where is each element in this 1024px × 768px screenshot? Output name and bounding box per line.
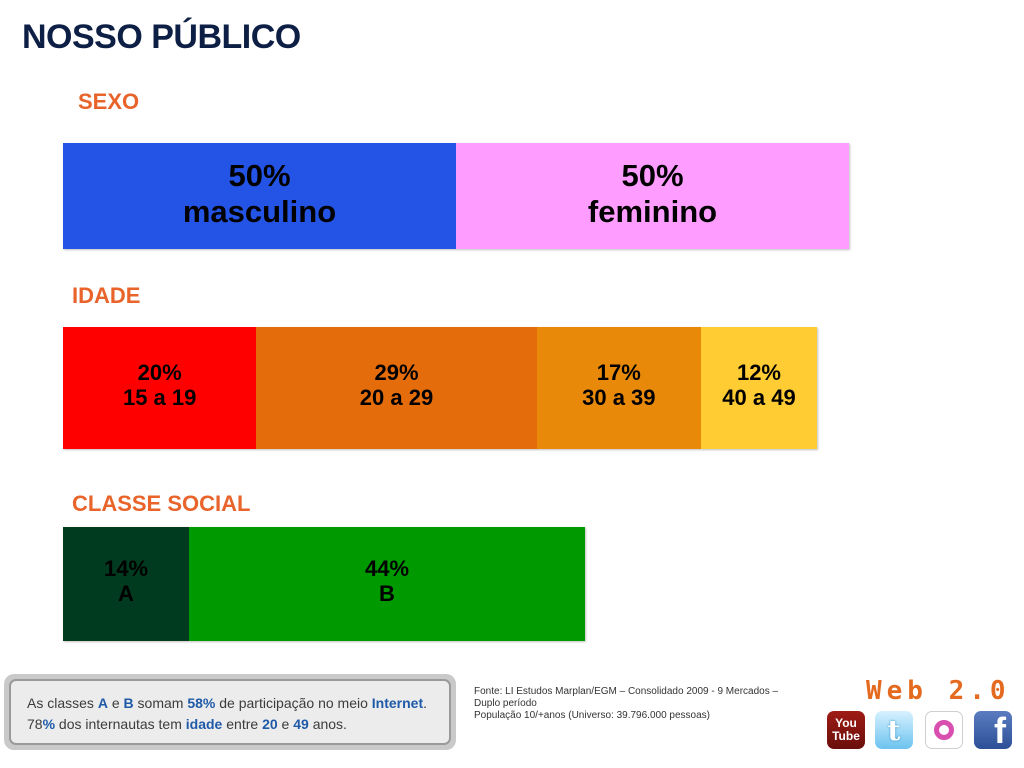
callout-highlight: idade [185,716,223,732]
callout-highlight: B [123,695,134,711]
source-line-1: Fonte: LI Estudos Marplan/EGM – Consolid… [474,686,779,709]
web-2-0-logo: Web 2.0 [866,676,1011,706]
callout-text: e [277,716,294,732]
chart-idade: 20% 15 a 19 29% 20 a 29 17% 30 a 39 12% 40 a 49 [63,327,817,449]
source-line-2: População 10/+anos (Universo: 39.796.000… [474,710,710,721]
segment-value-label: 50% [228,158,291,193]
facebook-icon[interactable]: f [974,711,1012,749]
section-label-classe-social: CLASSE SOCIAL [72,491,251,516]
callout-highlight: % [42,716,56,732]
segment-category-label: 30 a 39 [582,385,656,411]
youtube-icon-text: Tube [832,729,860,743]
segment-value-label: 29% [374,360,419,385]
bar-segment: 50% masculino [63,143,456,249]
segment-value-label: 12% [736,360,781,385]
youtube-icon-text: You [835,716,857,730]
summary-line-1: As classes A e B somam 58% de participaç… [27,693,439,714]
bar-segment: 17% 30 a 39 [536,327,701,449]
summary-line-2: 78% dos internautas tem idade entre 20 e… [27,714,439,735]
segment-category-label: A [118,581,134,607]
chart-sexo: 50% masculino 50% feminino [63,143,849,249]
summary-callout: As classes A e B somam 58% de participaç… [4,674,456,750]
callout-text: de participação no meio [215,695,372,711]
segment-category-label: 40 a 49 [722,385,796,411]
orkut-ring [934,720,954,740]
segment-category-label: 15 a 19 [122,385,197,411]
segment-category-label: masculino [182,193,337,229]
bar-segment: 29% 20 a 29 [256,327,537,449]
bar-segment: 14% A [63,527,189,641]
section-label-sexo: SEXO [78,89,140,114]
segment-value-label: 44% [364,556,410,581]
orkut-icon[interactable] [925,711,963,749]
twitter-icon[interactable]: t [875,711,913,749]
source-note: Fonte: LI Estudos Marplan/EGM – Consolid… [474,686,794,722]
callout-text: 78 [27,716,43,732]
callout-text: somam [133,695,188,711]
callout-highlight: 9 [301,716,309,732]
page-title: NOSSO PÚBLICO [22,18,301,56]
facebook-icon-glyph: f [994,711,1006,749]
chart-classe-social: 14% A 44% B [63,527,585,641]
bar-segment: 44% B [189,527,585,641]
segment-value-label: 14% [103,556,149,581]
callout-highlight: Internet [371,695,424,711]
segment-value-label: 50% [621,158,684,193]
callout-highlight: 20 [262,716,278,732]
summary-callout-text: As classes A e B somam 58% de participaç… [9,679,451,745]
callout-text: . [423,695,428,711]
bar-segment: 12% 40 a 49 [700,327,817,449]
callout-text: anos. [308,716,347,732]
callout-text: As classes [27,695,98,711]
callout-highlight: 58% [187,695,216,711]
section-label-idade: IDADE [72,283,141,308]
youtube-icon[interactable]: You Tube [827,711,865,749]
callout-highlight: A [97,695,108,711]
callout-text: e [107,695,124,711]
callout-text: dos internautas tem [55,716,186,732]
callout-highlight: 4 [293,716,302,732]
segment-category-label: B [379,581,395,607]
segment-category-label: 20 a 29 [359,385,434,411]
twitter-icon-glyph: t [887,713,901,747]
segment-value-label: 20% [137,360,182,385]
callout-text: entre [222,716,263,732]
segment-category-label: feminino [587,193,718,229]
segment-value-label: 17% [596,360,641,385]
bar-segment: 50% feminino [456,143,849,249]
bar-segment: 20% 15 a 19 [63,327,257,449]
